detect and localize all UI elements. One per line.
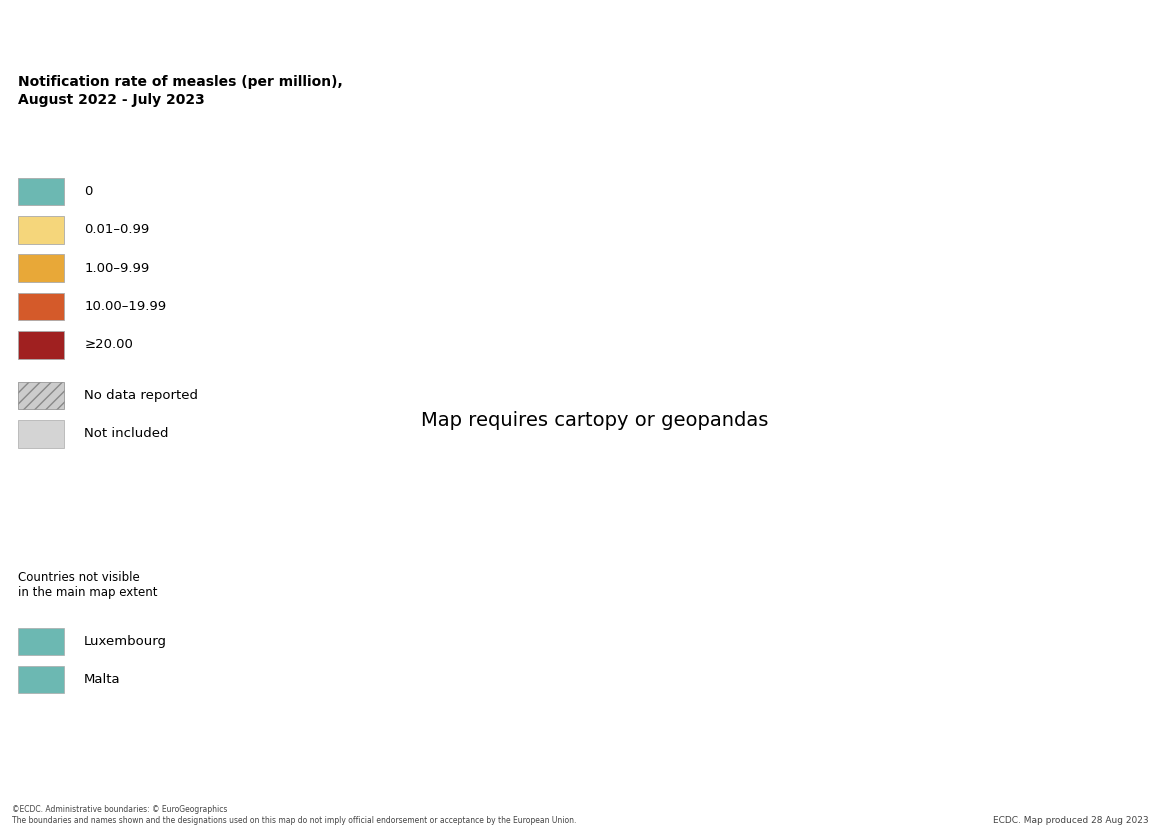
Text: 1.00–9.99: 1.00–9.99 <box>85 262 150 275</box>
Bar <box>17 666 64 693</box>
Bar <box>17 331 64 358</box>
Text: ©ECDC. Administrative boundaries: © EuroGeographics
The boundaries and names sho: ©ECDC. Administrative boundaries: © Euro… <box>12 806 577 825</box>
Text: Luxembourg: Luxembourg <box>85 635 167 648</box>
Bar <box>17 254 64 282</box>
Bar <box>17 628 64 655</box>
Text: Countries not visible
in the main map extent: Countries not visible in the main map ex… <box>17 571 158 599</box>
Text: 0: 0 <box>85 185 93 198</box>
Text: Not included: Not included <box>85 427 168 441</box>
Bar <box>17 382 64 410</box>
Text: 10.00–19.99: 10.00–19.99 <box>85 300 166 313</box>
Bar <box>17 420 64 448</box>
Text: Map requires cartopy or geopandas: Map requires cartopy or geopandas <box>421 412 768 430</box>
Text: ≥20.00: ≥20.00 <box>85 338 133 352</box>
Text: Notification rate of measles (per million),
August 2022 - July 2023: Notification rate of measles (per millio… <box>17 75 342 107</box>
Text: Malta: Malta <box>85 673 121 686</box>
Text: 0.01–0.99: 0.01–0.99 <box>85 223 150 237</box>
Bar <box>17 217 64 244</box>
Text: No data reported: No data reported <box>85 389 198 402</box>
Bar <box>17 177 64 205</box>
Text: ECDC. Map produced 28 Aug 2023: ECDC. Map produced 28 Aug 2023 <box>993 816 1148 825</box>
Bar <box>17 293 64 321</box>
